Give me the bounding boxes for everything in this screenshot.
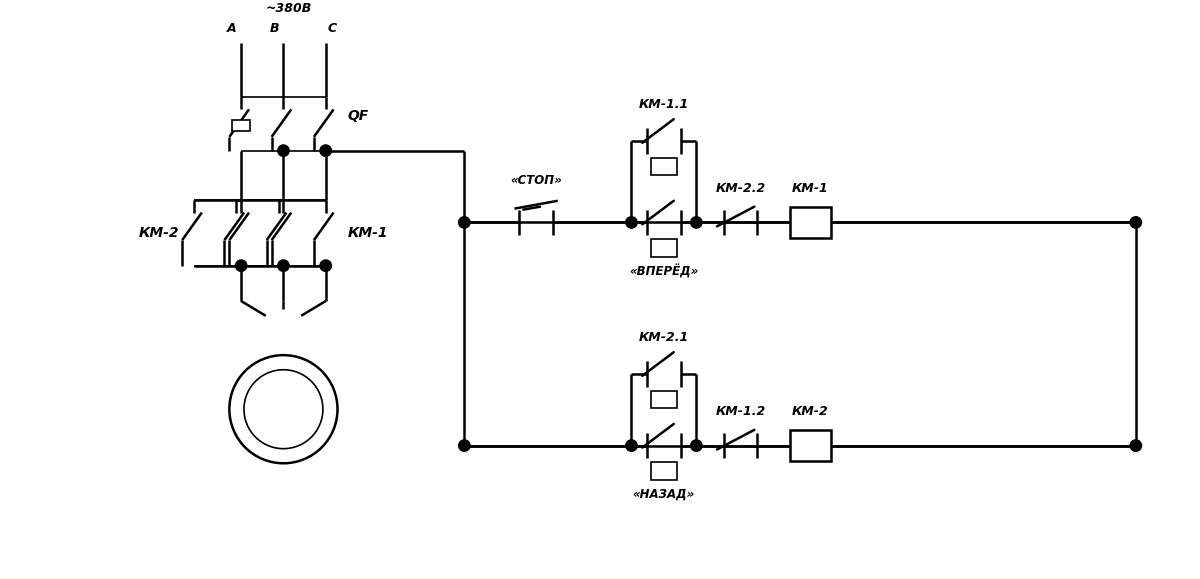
Circle shape bbox=[691, 217, 702, 228]
Bar bbox=[232, 120, 251, 131]
Circle shape bbox=[277, 145, 289, 156]
Text: «ВПЕРЁД»: «ВПЕРЁД» bbox=[629, 265, 698, 278]
Text: КМ-2.2: КМ-2.2 bbox=[715, 182, 766, 195]
Circle shape bbox=[1130, 440, 1141, 451]
Text: A: A bbox=[227, 21, 236, 35]
Text: КМ-2: КМ-2 bbox=[792, 405, 829, 418]
Text: C: C bbox=[328, 21, 337, 35]
Bar bbox=[652, 390, 677, 408]
Bar bbox=[652, 462, 677, 480]
Text: ~380В: ~380В bbox=[265, 2, 312, 15]
Text: КМ-2: КМ-2 bbox=[139, 226, 179, 240]
Text: КМ-1: КМ-1 bbox=[347, 226, 388, 240]
Circle shape bbox=[691, 440, 702, 451]
Text: QF: QF bbox=[347, 109, 368, 123]
Circle shape bbox=[320, 145, 331, 156]
Bar bbox=[652, 239, 677, 257]
Circle shape bbox=[458, 440, 470, 451]
Circle shape bbox=[277, 260, 289, 272]
Circle shape bbox=[1130, 217, 1141, 228]
Text: КМ-1.2: КМ-1.2 bbox=[715, 405, 766, 418]
Text: B: B bbox=[270, 21, 280, 35]
Text: КМ-1.1: КМ-1.1 bbox=[638, 98, 689, 111]
Circle shape bbox=[458, 217, 470, 228]
Text: КМ-2.1: КМ-2.1 bbox=[638, 331, 689, 345]
Circle shape bbox=[235, 260, 247, 272]
Text: «СТОП»: «СТОП» bbox=[510, 174, 562, 187]
Text: АД: АД bbox=[269, 400, 299, 418]
Text: КМ-1: КМ-1 bbox=[792, 182, 829, 195]
Circle shape bbox=[320, 260, 331, 272]
Bar bbox=[790, 207, 832, 238]
Circle shape bbox=[625, 440, 637, 451]
Circle shape bbox=[625, 217, 637, 228]
Circle shape bbox=[229, 355, 337, 463]
Bar bbox=[790, 430, 832, 461]
Text: «НАЗАД»: «НАЗАД» bbox=[632, 488, 695, 501]
Circle shape bbox=[244, 370, 323, 449]
Bar bbox=[652, 157, 677, 175]
